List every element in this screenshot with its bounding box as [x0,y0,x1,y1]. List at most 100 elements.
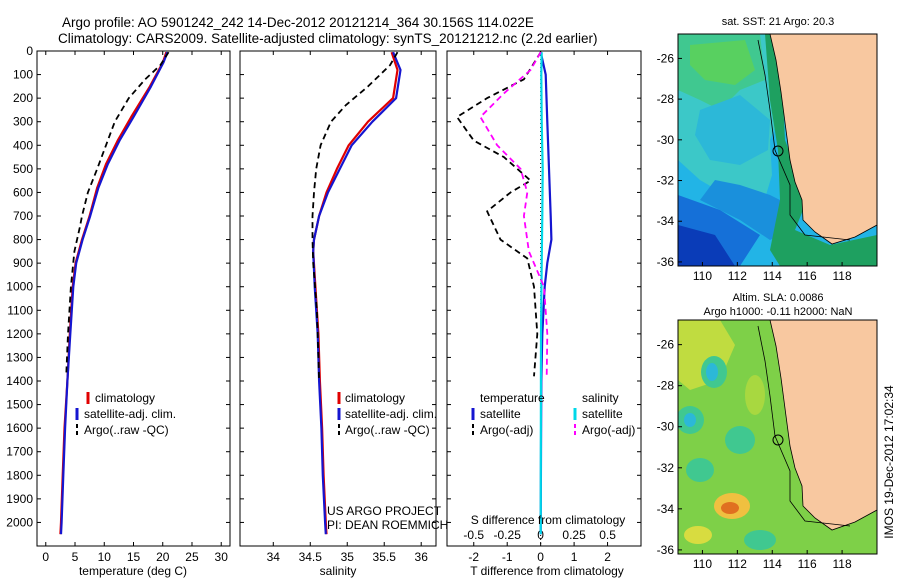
x-tick-label: -1 [502,550,513,564]
legend-label: Argo(-adj) [582,423,635,437]
land-mass [769,320,877,531]
y-tick-label: 1200 [6,327,33,341]
sla-field-patch [721,502,739,514]
x-tick-label: 1 [571,550,578,564]
lon-tick-label: 112 [728,269,747,283]
sst-map-ticks: 110 112 114 116 118 -26 -28 -30 -32 -34 -36 [657,51,852,283]
x-tick-label: 20 [156,550,170,564]
salinity-profiles [311,51,402,535]
difference-xlabel: T difference from climatology [470,564,624,578]
x-tick-label: 15 [127,550,141,564]
sla-field-patch [745,375,765,415]
sla-field-patch [686,458,714,482]
y-tick-label: 400 [13,138,33,152]
lat-tick-label: -30 [657,420,675,434]
y-tick-label: 2000 [6,515,33,529]
land-mass [769,34,877,245]
legend-label: Argo(..raw -QC) [345,423,430,437]
profile-line [479,51,549,377]
legend-label: satellite-adj. clim. [345,407,437,421]
x-tick-label: 5 [72,550,79,564]
y-tick-label: 600 [13,185,33,199]
y-tick-label: 700 [13,209,33,223]
x-tick-label: 0 [537,550,544,564]
lon-tick-label: 110 [693,557,712,571]
lat-tick-label: -34 [657,214,675,228]
lat-tick-label: -32 [657,174,675,188]
x-tick-label: 2 [604,550,611,564]
y-tick-label: 1700 [6,445,33,459]
x-tick-label: -2 [468,550,479,564]
y-tick-label: 300 [13,115,33,129]
lat-tick-label: -32 [657,461,675,475]
sla-map [678,320,877,554]
y-tick-label: 500 [13,162,33,176]
y-tick-label: 0 [26,44,33,58]
lat-tick-label: -28 [657,92,675,106]
isobath-contour [757,325,851,527]
salinity-axes: 34 34.5 35 35.5 36 [240,50,436,564]
pi-annotation: PI: DEAN ROEMMICH [327,518,448,532]
x-tick-label: 25 [185,550,199,564]
timestamp-label: IMOS 19-Dec-2012 17:02:34 [882,385,896,539]
legend-label: Argo(-adj) [480,423,533,437]
lon-tick-label: 114 [763,557,782,571]
argo-float-marker [772,145,784,157]
lon-tick-label: 114 [763,269,782,283]
sla-map-title-line2: Argo h1000: -0.11 h2000: NaN [703,306,852,318]
x-tick-label-top: -0.5 [463,528,484,542]
lat-tick-label: -28 [657,379,675,393]
sla-field-patch [684,526,712,544]
title-line1: Argo profile: AO 5901242_242 14-Dec-2012… [62,15,534,30]
profile-line [311,51,399,382]
lon-tick-label: 118 [833,269,852,283]
y-tick-label: 100 [13,68,33,82]
y-tick-label: 1000 [6,280,33,294]
lon-tick-label: 118 [833,557,852,571]
sst-field-patch [695,95,770,165]
sla-map-frame [677,319,878,555]
difference-legend: temperature salinity satellite Argo(-adj… [471,391,635,437]
temperature-profiles [59,51,170,535]
x-tick-label-top: 0.25 [562,528,586,542]
sla-field-patch [684,413,696,427]
legend-label: Argo(..raw -QC) [84,423,169,437]
profile-line [59,51,169,535]
x-tick-label: 34.5 [299,550,323,564]
title-line2: Climatology: CARS2009. Satellite-adjuste… [58,31,598,46]
difference-profiles [456,51,553,535]
profile-line [312,51,402,535]
y-tick-label: 900 [13,256,33,270]
sst-shelf-band [765,34,877,266]
argo-float-marker [772,434,784,446]
y-tick-label: 200 [13,91,33,105]
lat-tick-label: -26 [657,338,675,352]
y-tick-label: 1800 [6,468,33,482]
legend-header-temperature: temperature [480,391,545,405]
x-tick-label: 34 [267,550,281,564]
salinity-xlabel: salinity [320,564,357,578]
sst-map [678,34,877,266]
x-tick-label: 36 [415,550,429,564]
profile-line [65,51,170,377]
temperature-axes: 0100200300400500600700800900100011001200… [6,44,230,564]
x-tick-label-top: 0.5 [599,528,616,542]
lat-tick-label: -26 [657,51,675,65]
y-tick-label: 1400 [6,374,33,388]
profile-line [456,51,542,377]
sst-map-frame [677,33,878,267]
legend-label: climatology [345,391,405,405]
lon-tick-label: 116 [798,269,817,283]
temperature-panel-frame [36,50,231,547]
lat-tick-label: -34 [657,502,675,516]
legend-label: satellite [480,407,521,421]
y-tick-label: 800 [13,233,33,247]
sst-map-title: sat. SST: 21 Argo: 20.3 [722,16,835,28]
legend-label: climatology [95,391,155,405]
profile-line [539,52,544,535]
y-tick-label: 1500 [6,398,33,412]
legend-label: satellite-adj. clim. [84,407,176,421]
lon-tick-label: 110 [693,269,712,283]
x-tick-label: 35 [341,550,355,564]
